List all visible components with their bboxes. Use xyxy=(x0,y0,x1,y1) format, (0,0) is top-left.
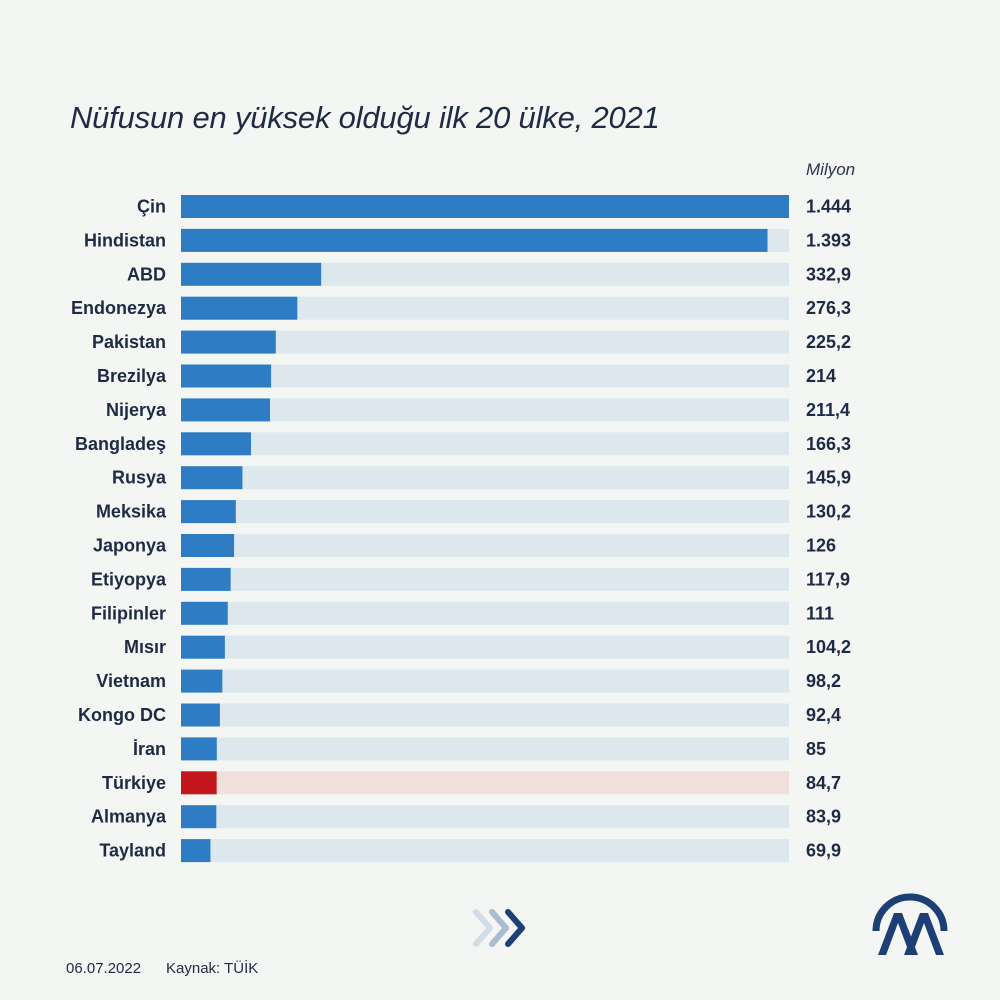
value-label: 98,2 xyxy=(806,671,841,691)
category-label: Tayland xyxy=(99,841,166,861)
bar-track-row-5 xyxy=(181,364,789,388)
bar-track-row-15 xyxy=(181,703,789,727)
category-label: ABD xyxy=(127,264,166,284)
value-label: 166,3 xyxy=(806,434,851,454)
bar-track-row-2 xyxy=(181,262,789,286)
category-label: Türkiye xyxy=(102,773,166,793)
value-label: 214 xyxy=(806,366,836,386)
bar-track-row-14 xyxy=(181,669,789,693)
bar-row-3 xyxy=(181,296,298,320)
bar-row-7 xyxy=(181,432,252,456)
category-label: Japonya xyxy=(93,536,167,556)
category-label: Endonezya xyxy=(71,298,167,318)
category-label: Filipinler xyxy=(91,603,166,623)
bar-row-10 xyxy=(181,534,235,557)
bar-row-1 xyxy=(181,228,768,252)
bar-row-13 xyxy=(181,635,225,659)
bar-row-2 xyxy=(181,262,322,286)
value-label: 276,3 xyxy=(806,298,851,318)
date-label: 06.07.2022 xyxy=(66,960,142,977)
bar-row-4 xyxy=(181,330,276,354)
bar-track-row-9 xyxy=(181,500,789,524)
bar-row-11 xyxy=(181,567,231,591)
bar-track-row-7 xyxy=(181,432,789,456)
value-label: 111 xyxy=(806,603,834,623)
chart-title: Nüfusun en yüksek olduğu ilk 20 ülke, 20… xyxy=(70,100,660,135)
category-label: Mısır xyxy=(124,637,166,657)
value-label: 225,2 xyxy=(806,332,851,352)
value-label: 92,4 xyxy=(806,705,841,725)
bar-row-17 xyxy=(181,771,217,795)
bar-track-row-4 xyxy=(181,330,789,354)
value-label: 85 xyxy=(806,739,826,759)
value-label: 126 xyxy=(806,536,836,556)
bar-row-15 xyxy=(181,703,220,727)
value-label: 84,7 xyxy=(806,773,841,793)
bar-track-row-13 xyxy=(181,635,789,659)
bar-track-row-17 xyxy=(181,771,789,795)
bar-row-14 xyxy=(181,669,223,693)
bar-track-row-12 xyxy=(181,601,789,625)
bar-track-row-6 xyxy=(181,398,789,422)
value-label: 211,4 xyxy=(806,400,850,420)
bar-row-8 xyxy=(181,466,243,490)
bar-row-0 xyxy=(181,195,789,218)
category-label: Vietnam xyxy=(96,671,166,691)
bar-chart: Çin 1.444 Hindistan 1.393 ABD 332,9 Endonezya 2… xyxy=(71,195,851,863)
value-label: 117,9 xyxy=(806,569,850,589)
bar-row-12 xyxy=(181,601,228,625)
source-label: Kaynak: TÜİK xyxy=(166,960,259,977)
category-label: Rusya xyxy=(112,468,167,488)
bar-row-6 xyxy=(181,398,271,422)
bar-track-row-11 xyxy=(181,567,789,591)
value-label: 69,9 xyxy=(806,841,841,861)
bar-track-row-16 xyxy=(181,737,789,761)
category-label: Etiyopya xyxy=(91,569,167,589)
category-label: Çin xyxy=(137,197,166,217)
category-label: Hindistan xyxy=(84,230,166,250)
value-label: 130,2 xyxy=(806,502,851,522)
category-label: Kongo DC xyxy=(78,705,166,725)
bar-track-row-10 xyxy=(181,534,789,557)
category-label: Pakistan xyxy=(92,332,166,352)
category-label: Nijerya xyxy=(106,400,167,420)
category-label: Almanya xyxy=(91,807,167,827)
bar-row-18 xyxy=(181,805,217,829)
value-label: 1.393 xyxy=(806,230,851,250)
bar-track-row-3 xyxy=(181,296,789,320)
category-label: Meksika xyxy=(96,502,167,522)
value-label: 83,9 xyxy=(806,807,841,827)
bar-row-9 xyxy=(181,500,236,524)
aa-logo-icon xyxy=(872,893,948,955)
category-label: İran xyxy=(133,739,166,759)
bar-track-row-8 xyxy=(181,466,789,490)
bar-row-16 xyxy=(181,737,217,761)
chevron-right-arrows-icon xyxy=(473,909,525,947)
value-label: 1.444 xyxy=(806,197,851,217)
category-label: Brezilya xyxy=(97,366,167,386)
bar-track-row-18 xyxy=(181,805,789,829)
value-label: 332,9 xyxy=(806,264,851,284)
category-label: Bangladeş xyxy=(75,434,166,454)
bar-track-row-19 xyxy=(181,839,789,863)
unit-label: Milyon xyxy=(806,160,856,179)
bar-row-19 xyxy=(181,839,211,863)
value-label: 104,2 xyxy=(806,637,851,657)
bar-row-5 xyxy=(181,364,272,388)
value-label: 145,9 xyxy=(806,468,851,488)
